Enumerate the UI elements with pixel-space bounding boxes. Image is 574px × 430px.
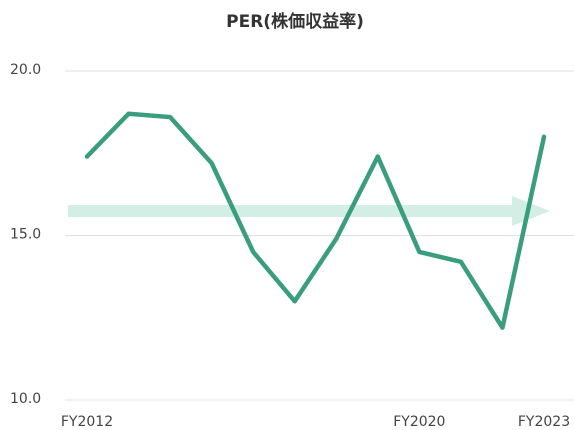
trend-arrow xyxy=(68,196,550,226)
line-series xyxy=(84,111,547,330)
x-tick-label: FY2023 xyxy=(518,414,570,430)
x-tick-label: FY2020 xyxy=(393,414,445,430)
y-tick-label: 20.0 xyxy=(10,62,41,78)
y-tick-label: 10.0 xyxy=(10,391,41,407)
x-tick-label: FY2012 xyxy=(61,414,113,430)
chart-title: PER(株価収益率) xyxy=(226,11,364,32)
y-tick-label: 15.0 xyxy=(10,227,41,243)
